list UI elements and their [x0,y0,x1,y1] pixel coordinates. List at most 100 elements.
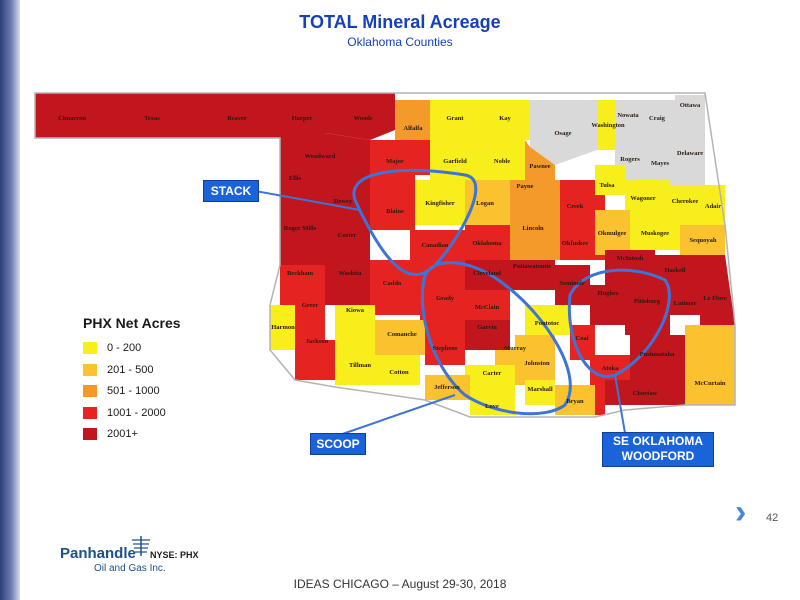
label-cimarron: Cimarron [58,115,86,122]
label-seminole: Seminole [559,280,584,287]
woodford-callout-line2: WOODFORD [621,449,695,463]
label-woodward: Woodward [305,153,336,160]
logo-subtitle: Oil and Gas Inc. [94,563,166,574]
label-okfuskee: Okfuskee [562,240,588,247]
legend-swatch [83,385,97,398]
label-cotton: Cotton [389,369,409,376]
page-number: 42 [766,512,779,524]
label-beckham: Beckham [287,270,314,277]
label-nowata: Nowata [617,112,639,119]
legend-item: 2001+ [83,428,138,443]
label-carter: Carter [483,370,502,377]
county-mcintosh [605,250,655,285]
county-muskogee [630,210,680,250]
county-texas [110,93,195,138]
label-hughes: Hughes [598,290,619,297]
county-beaver [195,93,280,138]
label-cherokee: Cherokee [672,198,699,205]
label-rogers: Rogers [620,156,640,163]
county-sequoyah [680,225,725,255]
label-garfield: Garfield [443,158,467,165]
county-craig [640,100,675,140]
county-mayes [645,140,675,185]
county-jackson [295,340,335,380]
label-mcintosh: McIntosh [617,255,644,262]
label-garvin: Garvin [477,324,497,331]
county-garvin [465,320,510,350]
label-roger-mills: Roger Mills [284,225,317,232]
label-pushmataha: Pushmataha [640,351,675,358]
legend-swatch [83,364,97,377]
label-muskogee: Muskogee [641,230,669,237]
legend-title: PHX Net Acres [83,315,181,331]
label-alfalfa: Alfalfa [403,125,423,132]
label-kay: Kay [499,115,511,122]
next-slide-chevron-icon[interactable]: › [735,493,747,531]
legend-swatch [83,407,97,420]
county-hughes [590,285,625,325]
county-delaware [675,135,705,185]
county-blaine [370,175,415,230]
label-cleveland: Cleveland [473,270,501,277]
logo-ticker: NYSE: PHX [150,550,199,560]
map-svg: Cimarron Texas Beaver Harper Woods Alfal… [34,92,736,441]
county-bryan [555,385,595,415]
county-nowata [615,100,640,140]
label-washington: Washington [591,122,625,129]
label-tulsa: Tulsa [600,182,616,189]
label-harper: Harper [292,115,313,122]
woodford-callout: SE OKLAHOMA WOODFORD [602,432,714,467]
label-marshall: Marshall [527,386,552,393]
logo-rig-icon [132,536,150,556]
county-dewey [325,170,370,220]
left-accent-bar [0,0,20,600]
label-washita: Washita [339,270,363,277]
county-harmon [270,305,295,350]
county-osage [530,100,597,165]
county-mcclain [465,290,510,320]
county-caddo [370,260,420,315]
label-choctaw: Choctaw [633,390,658,397]
county-okmulgee [595,210,630,255]
legend-item: 1001 - 2000 [83,407,166,422]
label-mcclain: McClain [475,304,500,311]
oklahoma-map: Cimarron Texas Beaver Harper Woods Alfal… [25,75,760,455]
footer-event-text: IDEAS CHICAGO – August 29-30, 2018 [293,577,507,591]
county-cimarron [35,93,110,138]
county-canadian [410,230,465,260]
state-outline [34,92,736,418]
county-ottawa [675,95,705,135]
label-adair: Adair [705,203,721,210]
county-latimer [670,285,700,315]
label-texas: Texas [144,115,160,122]
county-comanche [375,320,425,355]
stack-play-outline [352,168,478,277]
county-greer [295,305,325,340]
county-jefferson [425,375,470,400]
county-wagoner [625,180,670,210]
label-dewey: Dewey [334,198,353,205]
label-harmon: Harmon [271,324,295,331]
county-beckham [280,265,325,305]
county-lincoln [510,215,560,260]
county-payne [510,180,560,215]
county-custer [325,220,370,265]
logo-name: Panhandle [60,545,136,562]
page-title: TOTAL Mineral Acreage [299,12,501,32]
label-le-flore: Le Flore [703,295,727,302]
county-marshall [525,380,555,405]
county-grady [420,260,465,320]
label-atoka: Atoka [602,365,620,372]
legend-item: 201 - 500 [83,364,153,379]
county-carter [465,365,515,395]
scoop-play-outline [420,261,572,416]
page-subtitle: Oklahoma Counties [347,35,453,49]
label-payne: Payne [517,183,534,190]
label-latimer: Latimer [674,300,697,307]
county-roger-mills [280,220,325,265]
label-grant: Grant [447,115,465,122]
label-sequoyah: Sequoyah [689,237,716,244]
label-pottawatomie: Pottawatomie [513,263,551,270]
county-johnston [515,335,555,385]
label-mayes: Mayes [651,160,670,167]
